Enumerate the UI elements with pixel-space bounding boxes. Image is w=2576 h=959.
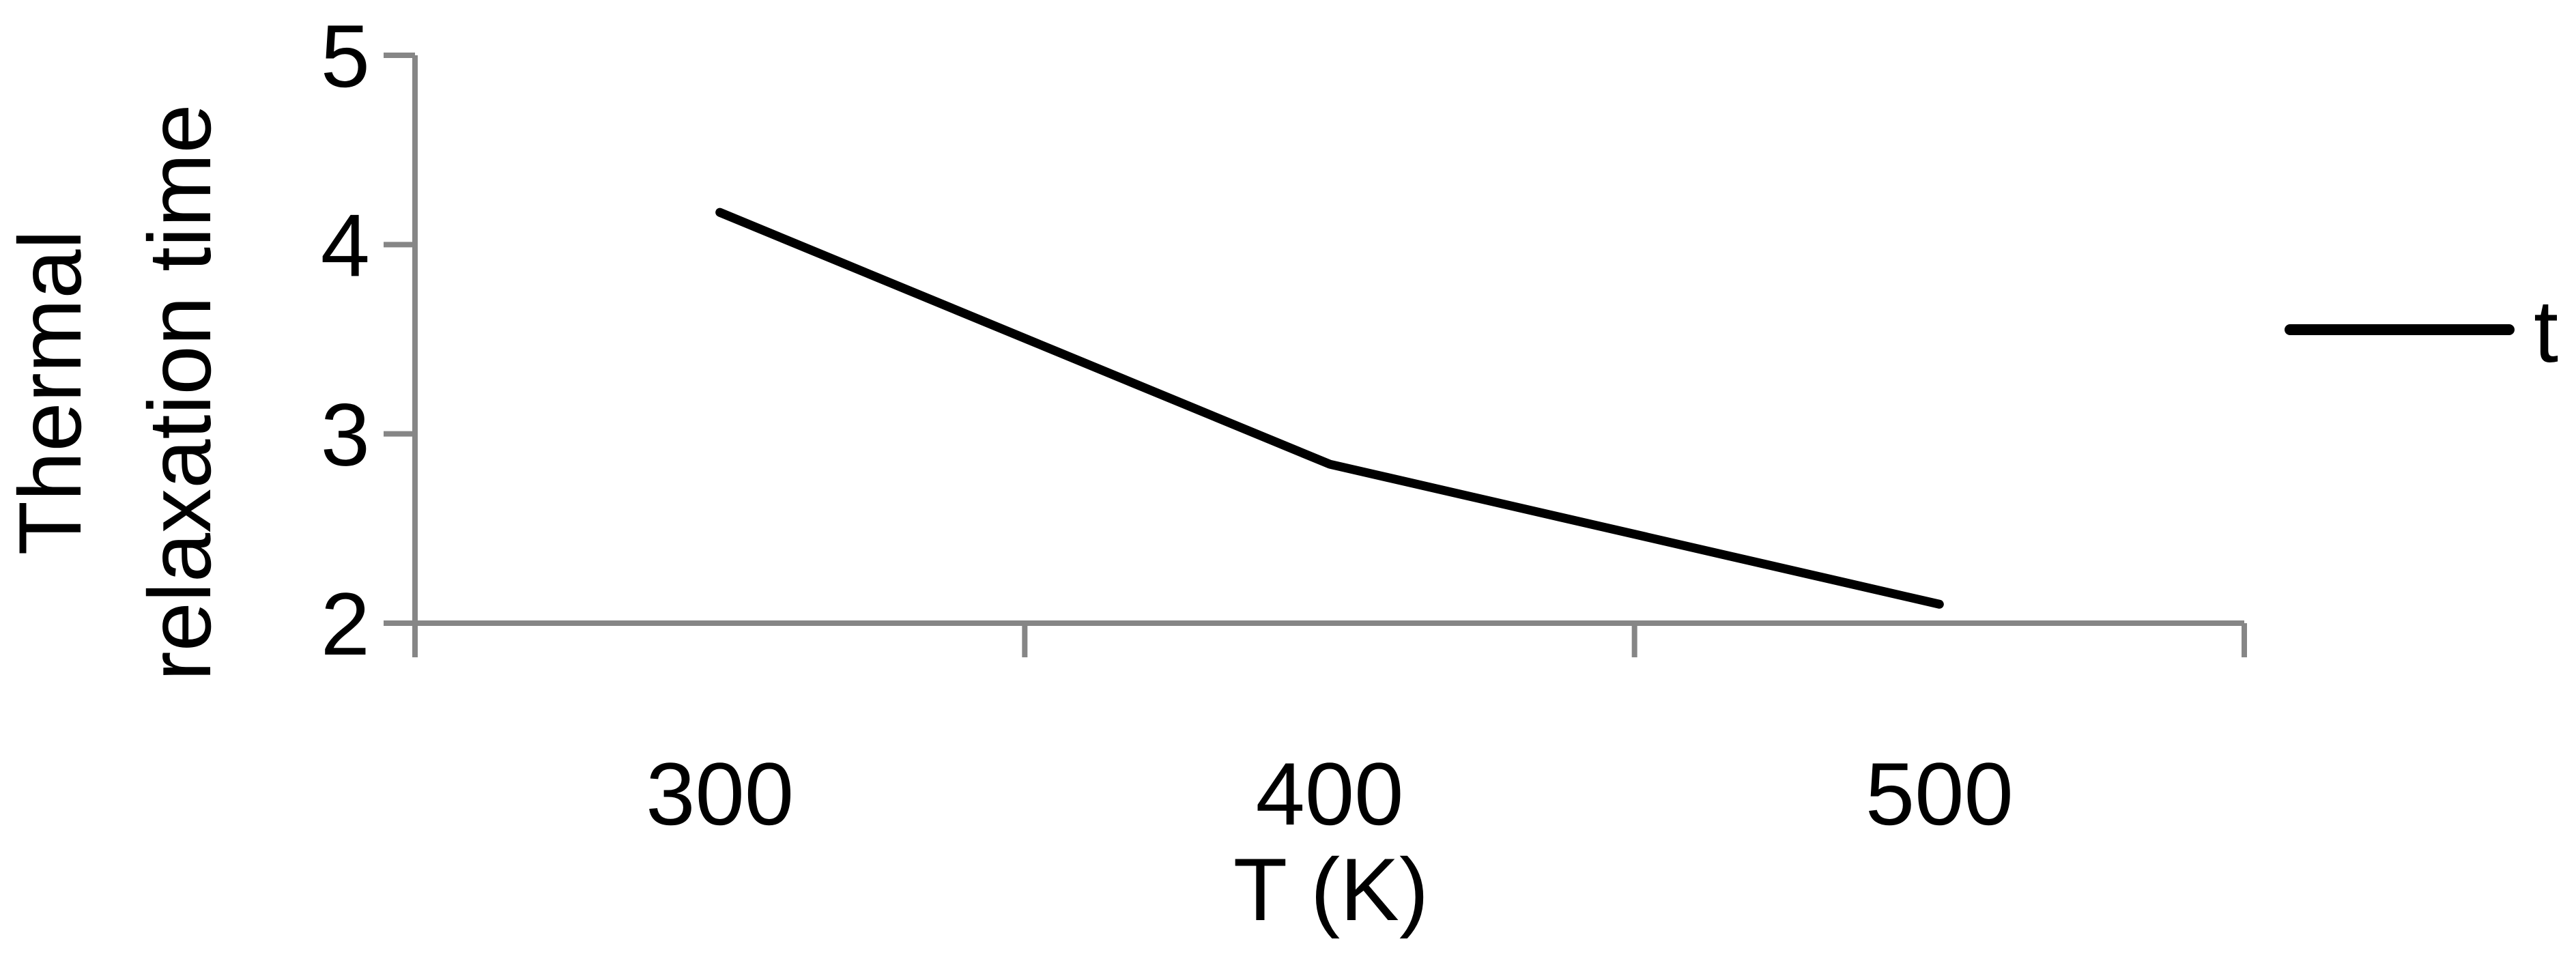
x-tick-label: 300 xyxy=(646,744,794,844)
y-axis-title-line-1: Thermal xyxy=(0,230,100,556)
y-tick-label: 5 xyxy=(321,6,370,106)
y-tick-label: 4 xyxy=(321,195,370,295)
axes: 2 3 4 5 300 400 500 xyxy=(321,6,2247,844)
y-tick-label: 3 xyxy=(321,385,370,485)
y-axis-title: Thermal relaxation time xyxy=(0,104,229,681)
y-tick-label: 2 xyxy=(321,574,370,674)
y-axis-title-line-2: relaxation time xyxy=(130,104,229,681)
legend: t xyxy=(2285,281,2558,381)
legend-label: t xyxy=(2534,281,2558,381)
series-line-t xyxy=(715,207,1944,609)
x-tick-label: 400 xyxy=(1256,744,1404,844)
series-layer xyxy=(715,207,1944,609)
x-axis-title: T (K) xyxy=(1233,840,1429,939)
x-tick-label: 500 xyxy=(1865,744,2014,844)
